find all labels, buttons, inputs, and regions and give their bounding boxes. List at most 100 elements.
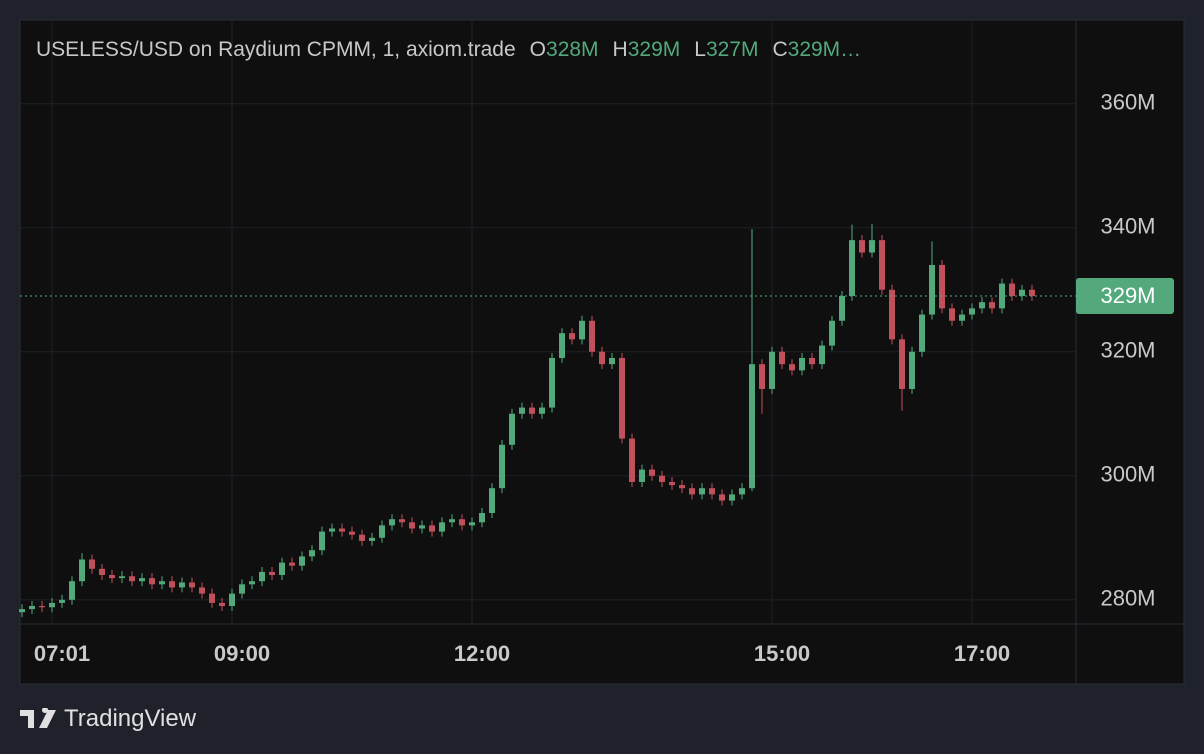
candle-body [939, 264, 945, 309]
x-tick-label: 17:00 [954, 641, 1010, 666]
candle-body [629, 438, 635, 482]
candle-body [689, 488, 695, 495]
candle-body [1029, 289, 1035, 296]
candle-body [699, 488, 705, 495]
y-tick-label: 320M [1100, 338, 1155, 363]
ohlc-label: C [772, 38, 788, 61]
candle-body [229, 593, 235, 607]
candle-body [769, 351, 775, 389]
candle-body [209, 593, 215, 603]
candle-body [49, 602, 55, 608]
candle-body [519, 407, 525, 414]
candle-body [729, 494, 735, 501]
candle-body [849, 240, 855, 296]
candle-body [289, 562, 295, 566]
candle-body [549, 357, 555, 408]
candle-body [659, 475, 665, 482]
brand-name: TradingView [64, 705, 197, 732]
y-tick-label: 280M [1100, 586, 1155, 611]
candle-body [559, 333, 565, 358]
y-tick-label: 340M [1100, 214, 1155, 239]
candle-body [239, 584, 245, 594]
candle-body [79, 559, 85, 582]
candle-body [109, 575, 115, 579]
candle-body [909, 351, 915, 389]
candle-body [719, 494, 725, 501]
candle-body [649, 469, 655, 476]
candle-body [219, 602, 225, 607]
candle-body [419, 525, 425, 529]
candle-body [529, 407, 535, 414]
candle-body [579, 320, 585, 340]
candle-body [859, 240, 865, 253]
candle-body [819, 345, 825, 365]
candle-body [789, 364, 795, 371]
ohlc-label: L [694, 38, 706, 61]
candle-body [989, 302, 995, 309]
candle-body [929, 264, 935, 315]
legend-header: USELESS/USD on Raydium CPMM, 1, axiom.tr… [36, 38, 861, 62]
candle-body [799, 357, 805, 371]
x-tick-label: 07:01 [34, 641, 90, 666]
candle-body [459, 519, 465, 526]
candle-body [469, 522, 475, 526]
candle-body [829, 320, 835, 346]
ohlc-label: H [612, 38, 628, 61]
candle-body [309, 550, 315, 557]
candle-body [339, 528, 345, 532]
ohlc-item: L327M [694, 38, 758, 61]
candle-body [149, 578, 155, 585]
candle-body [609, 357, 615, 365]
ohlc-label: O [529, 38, 547, 61]
candle-body [369, 537, 375, 541]
ohlc-value: 328M [546, 38, 599, 61]
candle-body [129, 576, 135, 582]
candle-body [759, 364, 765, 389]
candle-body [599, 351, 605, 365]
logo [20, 708, 56, 728]
candle-body [1019, 289, 1025, 296]
candle-body [399, 519, 405, 523]
candle-body [319, 531, 325, 551]
candle-body [979, 302, 985, 309]
candle-body [449, 519, 455, 523]
candle-body [99, 568, 105, 576]
candle-body [539, 407, 545, 414]
candle-body [19, 609, 25, 613]
candle-body [1009, 283, 1015, 296]
candle-body [89, 559, 95, 569]
candle-body [639, 469, 645, 482]
candle-body [299, 556, 305, 566]
candle-body [29, 606, 35, 610]
candle-body [409, 522, 415, 529]
ohlc-item: C329M… [772, 38, 861, 61]
candle-body [619, 357, 625, 439]
x-tick-label: 09:00 [214, 641, 270, 666]
candle-body [899, 339, 905, 389]
candle-body [39, 606, 45, 608]
ohlc-value: 327M [705, 38, 759, 61]
ohlc-item: H329M [613, 38, 681, 61]
candle-body [779, 351, 785, 365]
candle-body [489, 488, 495, 513]
candle-body [329, 528, 335, 532]
candle-body [379, 525, 385, 538]
ohlc-value: 329M… [787, 38, 862, 61]
candle-body [119, 576, 125, 579]
last-price-label: 329M [1100, 283, 1155, 308]
candle-body [169, 581, 175, 588]
x-tick-label: 12:00 [454, 641, 510, 666]
candle-body [709, 488, 715, 495]
branding[interactable]: TradingView [20, 705, 196, 733]
candle-body [839, 295, 845, 321]
candle-body [389, 519, 395, 526]
candle-body [429, 525, 435, 532]
candle-body [869, 240, 875, 253]
candle-body [59, 599, 65, 603]
candle-body [749, 364, 755, 489]
candle-body [589, 320, 595, 352]
candle-body [969, 308, 975, 315]
last-price-badge [1076, 277, 1174, 314]
